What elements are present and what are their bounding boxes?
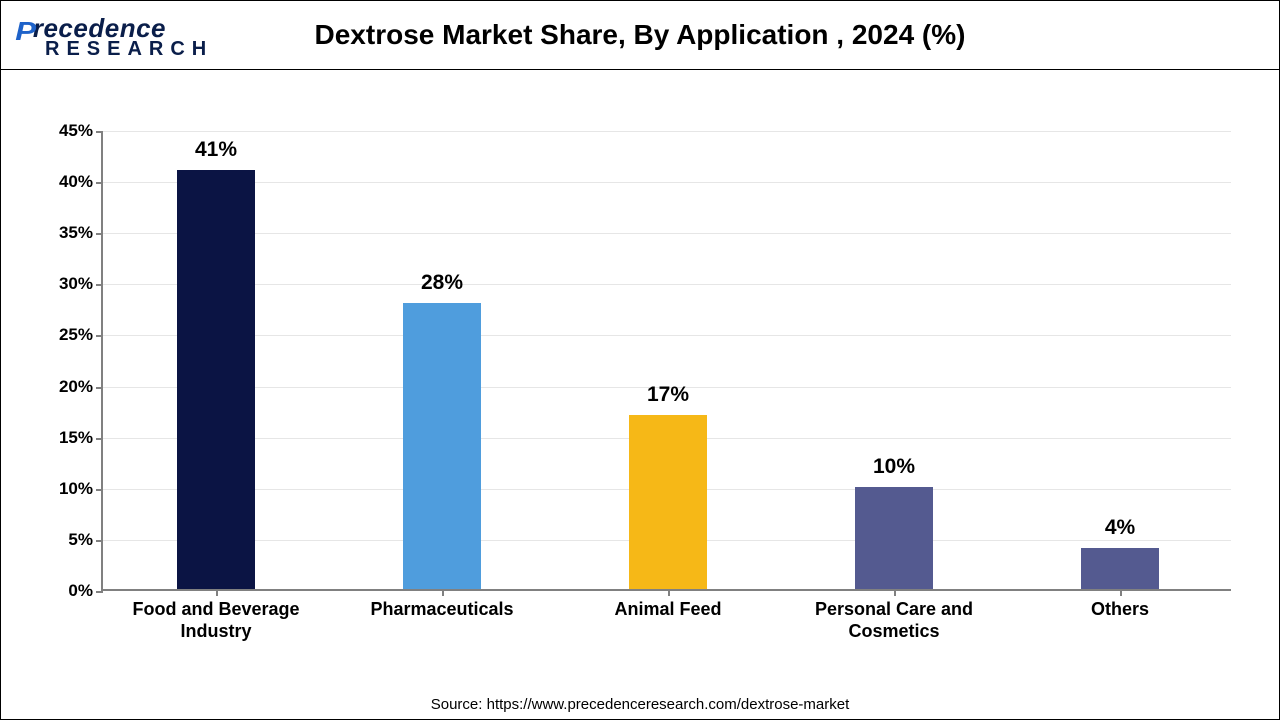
gridline xyxy=(103,182,1231,183)
brand-logo: Precedence RESEARCH xyxy=(17,15,213,59)
gridline xyxy=(103,131,1231,132)
y-tick-mark xyxy=(96,540,103,542)
chart-container: Precedence RESEARCH Dextrose Market Shar… xyxy=(0,0,1280,720)
x-category-label: Pharmaceuticals xyxy=(342,599,542,621)
y-tick-mark xyxy=(96,284,103,286)
x-category-label: Food and Beverage Industry xyxy=(116,599,316,642)
x-tick-mark xyxy=(894,589,896,596)
bar-value-label: 41% xyxy=(195,138,237,162)
y-tick-label: 20% xyxy=(59,377,93,397)
bar: 4% xyxy=(1081,548,1159,589)
y-tick-label: 45% xyxy=(59,121,93,141)
bar: 10% xyxy=(855,487,933,589)
chart-title: Dextrose Market Share, By Application , … xyxy=(315,19,966,50)
y-tick-label: 40% xyxy=(59,172,93,192)
y-tick-label: 5% xyxy=(68,530,93,550)
x-category-label: Animal Feed xyxy=(568,599,768,621)
y-tick-mark xyxy=(96,489,103,491)
chart-area: 0% 5% 10% 15% 20% 25% 30% 35% 40% 45% 41% Food and … xyxy=(41,121,1241,641)
y-tick-label: 0% xyxy=(68,581,93,601)
title-bar: Precedence RESEARCH Dextrose Market Shar… xyxy=(1,1,1279,70)
logo-accent-letter: P xyxy=(15,18,36,44)
bar: 28% xyxy=(403,303,481,589)
bar-value-label: 28% xyxy=(421,271,463,295)
x-category-label: Personal Care and Cosmetics xyxy=(794,599,994,642)
bar: 41% xyxy=(177,170,255,589)
y-tick-mark xyxy=(96,182,103,184)
bar: 17% xyxy=(629,415,707,589)
bar-value-label: 10% xyxy=(873,455,915,479)
y-tick-label: 35% xyxy=(59,223,93,243)
gridline xyxy=(103,284,1231,285)
y-tick-mark xyxy=(96,387,103,389)
x-category-label: Others xyxy=(1020,599,1220,621)
y-tick-mark xyxy=(96,438,103,440)
logo-bottom-line: RESEARCH xyxy=(45,39,213,59)
y-tick-label: 30% xyxy=(59,274,93,294)
bar-value-label: 4% xyxy=(1105,516,1135,540)
x-tick-mark xyxy=(1120,589,1122,596)
x-tick-mark xyxy=(442,589,444,596)
bar-value-label: 17% xyxy=(647,383,689,407)
source-citation: Source: https://www.precedenceresearch.c… xyxy=(1,696,1279,713)
gridline xyxy=(103,335,1231,336)
y-tick-mark xyxy=(96,131,103,133)
y-tick-label: 25% xyxy=(59,325,93,345)
gridline xyxy=(103,233,1231,234)
plot-region: 0%5%10%15%20%25%30%35%40%45%41%Food and … xyxy=(101,131,1231,591)
x-tick-mark xyxy=(216,589,218,596)
y-tick-label: 15% xyxy=(59,428,93,448)
y-tick-mark xyxy=(96,335,103,337)
y-tick-mark xyxy=(96,591,103,593)
x-tick-mark xyxy=(668,589,670,596)
y-tick-label: 10% xyxy=(59,479,93,499)
y-tick-mark xyxy=(96,233,103,235)
